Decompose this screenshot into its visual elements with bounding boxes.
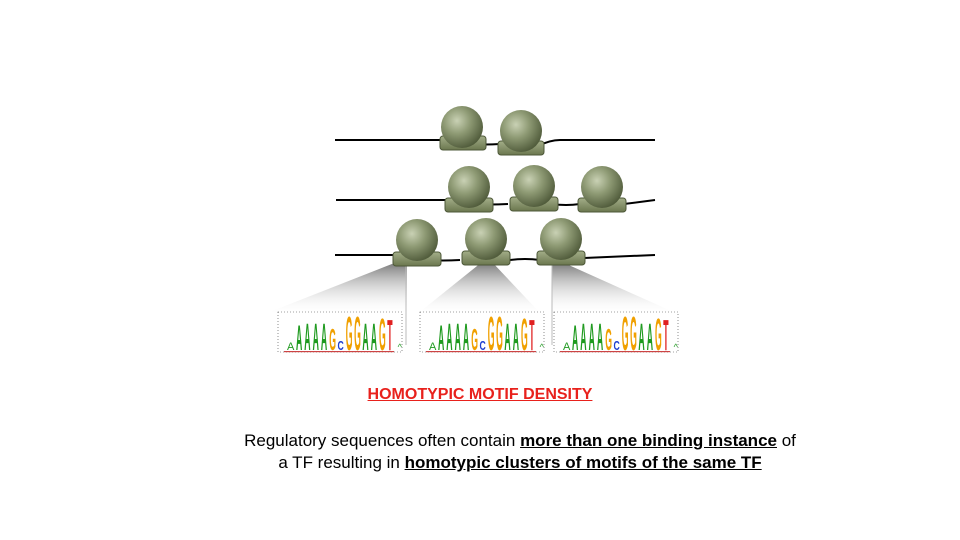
tf-protein xyxy=(461,218,511,266)
zoom-cones xyxy=(262,262,680,345)
motif-letter: A xyxy=(438,320,444,358)
motif-letter: A xyxy=(463,316,469,359)
motif-letter: A xyxy=(513,316,519,359)
motif-letter: A xyxy=(580,316,586,359)
motif-letter: A xyxy=(296,320,302,358)
motif-letter: G xyxy=(346,308,353,361)
motif-letter: A xyxy=(304,316,310,359)
tf-protein xyxy=(444,166,494,213)
motif-letter: A xyxy=(446,316,452,359)
motif-letter: A xyxy=(362,316,368,359)
motif-letter: A xyxy=(455,316,461,359)
protein-row-3 xyxy=(392,218,586,267)
motif-letter: G xyxy=(622,308,629,361)
motif-letter: ^ xyxy=(540,342,545,352)
tf-protein xyxy=(577,166,627,213)
motif-letter: A xyxy=(589,316,595,359)
dna-strand-1 xyxy=(335,139,655,147)
motif-letter: A xyxy=(647,316,653,359)
tf-protein xyxy=(497,110,545,156)
motif-logo: A A A A A G C G G A A G T ^ xyxy=(553,308,679,361)
motif-letter: T xyxy=(663,311,668,360)
motif-letter: A xyxy=(638,316,644,359)
motif-letter: A xyxy=(572,320,578,358)
zoom-cone-1 xyxy=(262,262,407,315)
motif-letter: A xyxy=(371,316,377,359)
motif-letter: G xyxy=(471,323,478,357)
motif-letter: G xyxy=(488,308,495,361)
motif-letter: C xyxy=(480,339,486,353)
motif-letter: A xyxy=(597,316,603,359)
motif-letter: A xyxy=(321,316,327,359)
description-emphasis: homotypic clusters of motifs of the same… xyxy=(404,453,762,472)
description: Regulatory sequences often contain more … xyxy=(190,430,850,474)
protein-row-1 xyxy=(439,106,545,156)
motif-letter: G xyxy=(329,323,336,357)
description-text: Regulatory sequences often contain xyxy=(244,431,521,450)
motif-logos: A A A A A G C G G A A G T ^ A A A A A G C G G A A G T ^ A A A A A G C G G A A G… xyxy=(277,308,679,361)
motif-letter: T xyxy=(387,311,392,360)
motif-letter: A xyxy=(563,341,571,353)
motif-letter: G xyxy=(496,308,503,361)
protein-row-2 xyxy=(444,165,627,213)
tf-protein xyxy=(392,219,442,267)
motif-letter: C xyxy=(338,339,344,353)
motif-letter: A xyxy=(429,341,437,353)
motif-letter: A xyxy=(313,316,319,359)
zoom-cone-3 xyxy=(552,262,680,315)
motif-letter: G xyxy=(521,308,528,359)
motif-letter: A xyxy=(287,341,295,353)
tf-protein xyxy=(439,106,487,151)
tf-protein xyxy=(509,165,559,212)
heading: HOMOTYPIC MOTIF DENSITY xyxy=(367,386,593,403)
motif-letter: G xyxy=(630,308,637,361)
motif-letter: ^ xyxy=(398,342,403,352)
description-text: a TF resulting in xyxy=(278,453,405,472)
zoom-cone-2 xyxy=(416,262,542,315)
motif-letter: G xyxy=(379,308,386,359)
motif-letter: G xyxy=(605,323,612,357)
motif-letter: G xyxy=(655,308,662,359)
motif-letter: ^ xyxy=(674,342,679,352)
motif-letter: T xyxy=(529,311,534,360)
motif-letter: C xyxy=(614,339,620,353)
motif-logo: A A A A A G C G G A A G T ^ xyxy=(419,308,545,361)
motif-letter: A xyxy=(504,316,510,359)
tf-protein xyxy=(536,218,586,266)
description-emphasis: more than one binding instance xyxy=(520,431,777,450)
motif-letter: G xyxy=(354,308,361,361)
motif-logo: A A A A A G C G G A A G T ^ xyxy=(277,308,403,361)
description-text: of xyxy=(776,431,796,450)
